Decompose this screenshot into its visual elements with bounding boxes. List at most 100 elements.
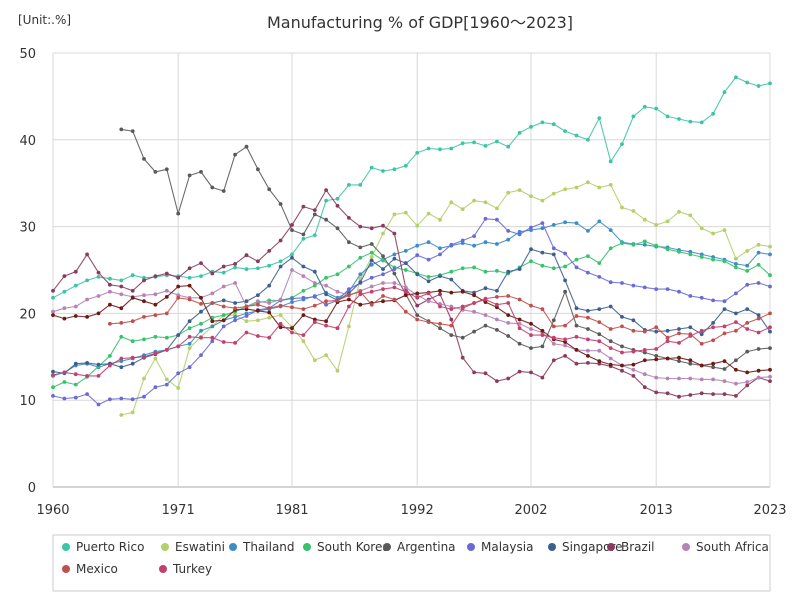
data-point (699, 391, 704, 396)
data-point (734, 367, 738, 372)
data-point (73, 269, 78, 274)
data-point (631, 328, 636, 333)
data-point (290, 296, 294, 301)
data-point (381, 223, 385, 228)
data-point (608, 346, 613, 350)
data-point (688, 361, 693, 366)
data-point (381, 294, 385, 298)
data-point (62, 396, 67, 401)
data-point (301, 204, 306, 209)
data-point (597, 275, 602, 279)
data-point (699, 332, 704, 337)
data-point (449, 323, 454, 328)
data-point (153, 302, 158, 307)
y-tick-label: 10 (19, 394, 36, 409)
data-point (563, 251, 567, 256)
data-point (415, 313, 420, 317)
data-point (358, 280, 363, 285)
data-point (642, 217, 647, 222)
legend-item-mexico[interactable]: Mexico (62, 562, 118, 576)
data-point (176, 333, 181, 337)
data-point (722, 90, 727, 94)
legend-item-brazil[interactable]: Brazil (607, 540, 655, 554)
data-point (711, 111, 715, 116)
legend-label: Thailand (242, 540, 295, 554)
legend-item-south-africa[interactable]: South Africa (682, 540, 769, 554)
data-point (403, 309, 408, 314)
data-point (119, 334, 124, 339)
data-point (85, 315, 89, 319)
data-point (51, 309, 55, 314)
data-point (130, 397, 135, 402)
data-point (438, 217, 442, 222)
legend-label: South Africa (696, 540, 769, 554)
data-point (381, 258, 385, 263)
data-point (483, 313, 488, 317)
data-point (699, 295, 704, 300)
x-tick-label: 2002 (514, 503, 547, 518)
legend-item-turkey[interactable]: Turkey (159, 562, 212, 576)
data-point (711, 377, 715, 382)
data-point (164, 311, 169, 316)
data-point (381, 281, 385, 285)
x-tick-label: 1992 (401, 503, 434, 518)
data-point (62, 370, 67, 375)
legend-marker (62, 565, 70, 573)
data-point (130, 361, 135, 366)
data-point (256, 167, 260, 172)
data-point (449, 200, 454, 205)
legend-label: Eswatini (175, 540, 225, 554)
data-point (312, 269, 317, 274)
data-point (199, 309, 203, 314)
data-point (438, 274, 442, 278)
data-point (426, 275, 431, 279)
legend-item-puerto-rico[interactable]: Puerto Rico (62, 540, 144, 554)
data-point (688, 252, 693, 257)
data-point (597, 339, 602, 344)
data-point (449, 242, 454, 247)
data-point (642, 348, 647, 352)
data-point (290, 252, 294, 257)
data-point (312, 283, 317, 288)
data-point (711, 321, 715, 325)
data-point (517, 131, 522, 135)
data-point (529, 194, 533, 199)
data-point (142, 299, 146, 304)
series-singapore (51, 247, 772, 376)
legend-item-ecuador[interactable]: Ecuador (0, 0, 59, 3)
data-point (642, 385, 647, 390)
data-point (460, 335, 465, 340)
legend-item-thailand[interactable]: Thailand (229, 540, 295, 554)
data-point (586, 308, 590, 313)
data-point (73, 372, 78, 377)
legend-item-argentina[interactable]: Argentina (383, 540, 456, 554)
data-point (529, 225, 533, 230)
data-point (164, 335, 169, 340)
data-point (73, 361, 78, 366)
data-point (483, 240, 488, 245)
data-point (506, 237, 511, 242)
data-point (438, 147, 442, 152)
legend-item-singapore[interactable]: Singapore (548, 540, 623, 554)
data-point (483, 297, 488, 302)
data-point (563, 187, 567, 192)
data-point (369, 250, 374, 255)
data-point (438, 252, 442, 257)
data-point (130, 129, 135, 134)
data-point (187, 173, 192, 178)
data-point (244, 330, 249, 335)
data-point (73, 304, 78, 309)
data-point (187, 346, 192, 350)
data-point (335, 203, 340, 208)
data-point (187, 266, 192, 271)
data-point (324, 299, 328, 304)
data-point (722, 367, 727, 371)
legend-item-malaysia[interactable]: Malaysia (467, 540, 533, 554)
data-point (677, 327, 681, 331)
data-point (597, 348, 602, 353)
legend-item-eswatini[interactable]: Eswatini (161, 540, 225, 554)
legend-item-south-korea[interactable]: South Korea (303, 540, 390, 554)
data-point (96, 374, 101, 378)
data-point (85, 297, 89, 302)
data-point (62, 289, 67, 294)
